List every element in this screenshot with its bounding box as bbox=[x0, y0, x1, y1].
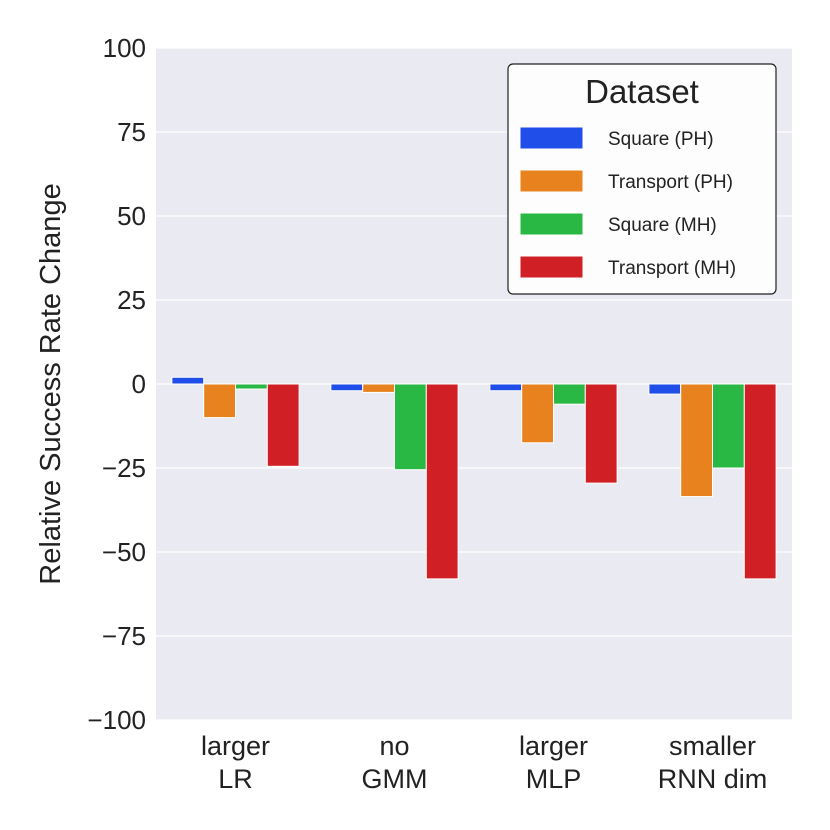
legend-swatch bbox=[519, 255, 584, 279]
x-tick-label: no bbox=[379, 731, 409, 761]
legend-label: Transport (PH) bbox=[608, 172, 733, 193]
legend-label: Square (MH) bbox=[608, 215, 717, 236]
legend-title: Dataset bbox=[585, 73, 699, 110]
y-axis-label: Relative Success Rate Change bbox=[35, 183, 67, 584]
legend-label: Transport (MH) bbox=[608, 258, 736, 279]
legend: Dataset Square (PH)Transport (PH)Square … bbox=[507, 63, 777, 295]
x-tick-label: GMM bbox=[362, 764, 428, 794]
x-tick-label: smaller bbox=[669, 731, 756, 761]
legend-swatch bbox=[519, 126, 584, 150]
bar-transport-ph-3 bbox=[680, 383, 714, 498]
legend-label: Square (PH) bbox=[608, 129, 714, 150]
bar-transport-ph-1 bbox=[362, 383, 396, 393]
y-tick-label: 100 bbox=[103, 33, 146, 63]
x-tick-label: larger bbox=[519, 731, 588, 761]
y-tick-label: −50 bbox=[102, 537, 146, 567]
x-tick-label: MLP bbox=[526, 764, 582, 794]
legend-swatch bbox=[519, 169, 584, 193]
y-tick-label: 0 bbox=[132, 369, 146, 399]
bars bbox=[171, 376, 777, 580]
legend-frame bbox=[507, 63, 777, 295]
y-tick-label: −25 bbox=[102, 453, 146, 483]
legend-swatch bbox=[519, 212, 584, 236]
bar-transport-ph-2 bbox=[521, 383, 555, 444]
bar-square-mh-3 bbox=[712, 383, 745, 469]
bar-square-mh-0 bbox=[235, 383, 268, 390]
x-tick-label: LR bbox=[218, 764, 253, 794]
bar-square-ph-2 bbox=[489, 383, 523, 392]
y-tick-label: 50 bbox=[117, 201, 146, 231]
y-tick-label: −100 bbox=[87, 705, 146, 735]
bar-transport-mh-0 bbox=[266, 383, 300, 467]
y-tick-labels: 100 75 50 25 0 −25 −50 −75 −100 bbox=[87, 33, 146, 735]
grid-lines bbox=[156, 47, 792, 721]
bar-square-ph-1 bbox=[330, 383, 364, 392]
bar-square-ph-3 bbox=[648, 383, 682, 395]
bar-square-ph-0 bbox=[171, 376, 205, 385]
bar-transport-mh-1 bbox=[425, 383, 459, 580]
bar-square-mh-2 bbox=[553, 383, 586, 405]
bar-transport-ph-0 bbox=[203, 383, 236, 419]
x-tick-label: larger bbox=[201, 731, 270, 761]
legend-items: Square (PH) Transport (PH) Square (MH) Tran… bbox=[519, 126, 736, 279]
y-tick-label: 25 bbox=[117, 285, 146, 315]
y-tick-label: −75 bbox=[102, 621, 146, 651]
bar-transport-mh-3 bbox=[743, 383, 777, 580]
bar-square-mh-1 bbox=[394, 383, 427, 471]
y-tick-label: 75 bbox=[117, 117, 146, 147]
x-tick-label: RNN dim bbox=[658, 764, 768, 794]
bar-transport-mh-2 bbox=[584, 383, 618, 484]
